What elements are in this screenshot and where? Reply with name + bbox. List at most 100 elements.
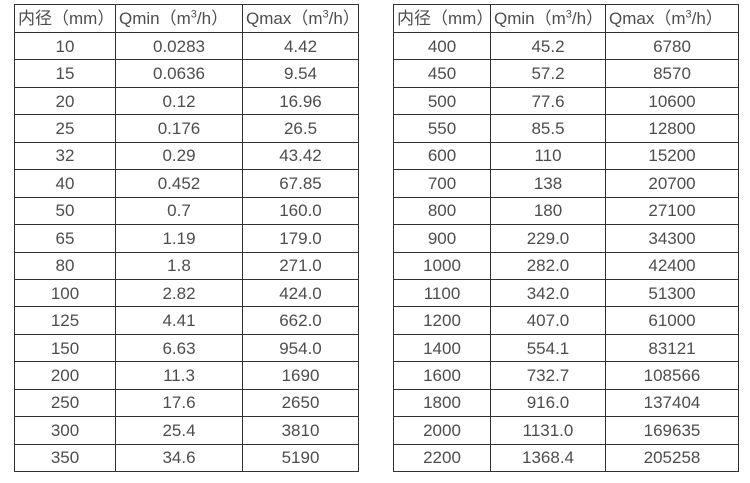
table-cell: 2000 [393, 416, 491, 445]
table-cell: 80 [14, 251, 116, 280]
table-row: 40 0.452 67.85 [14, 169, 359, 198]
qmin-label-pre: Qmin（m [494, 9, 566, 28]
table-cell: 2200 [393, 443, 491, 473]
table-cell: 1400 [393, 333, 491, 363]
table-cell: 137404 [605, 388, 739, 418]
table-cell: 20 [14, 86, 116, 116]
table-cell: 77.6 [490, 86, 606, 116]
table-row: 300 25.4 3810 [14, 416, 359, 445]
qmax-label-post: /h） [328, 9, 359, 28]
table-cell: 9.54 [242, 59, 359, 88]
table-row: 1800 916.0 137404 [393, 388, 739, 418]
table-cell: 954.0 [242, 333, 359, 363]
table-cell: 5190 [242, 443, 359, 473]
table-cell: 15 [14, 59, 116, 88]
qmax-superscript: 3 [322, 8, 329, 21]
table-cell: 2650 [242, 388, 359, 418]
table-row: 350 34.6 5190 [14, 443, 359, 473]
table-cell: 4.42 [242, 31, 359, 61]
qmax-label-pre: Qmax（m [609, 9, 686, 28]
table-cell: 400 [393, 31, 491, 61]
table-cell: 1800 [393, 388, 491, 418]
table-cell: 1600 [393, 361, 491, 390]
table-cell: 916.0 [490, 388, 606, 418]
table-row: 700 138 20700 [393, 169, 739, 198]
table-cell: 65 [14, 224, 116, 253]
table-cell: 57.2 [490, 59, 606, 88]
table-row: 50 0.7 160.0 [14, 196, 359, 226]
table-cell: 83121 [605, 333, 739, 363]
table-row: 600 110 15200 [393, 141, 739, 171]
table-row: 400 45.2 6780 [393, 31, 739, 61]
table-cell: 1200 [393, 306, 491, 335]
table-cell: 51300 [605, 278, 739, 308]
table-cell: 25 [14, 114, 116, 143]
table-cell: 180 [490, 196, 606, 226]
table-row: 1600 732.7 108566 [393, 361, 739, 390]
table-cell: 61000 [605, 306, 739, 335]
table-row: 1400 554.1 83121 [393, 333, 739, 363]
table-cell: 26.5 [242, 114, 359, 143]
table-row: 150 6.63 954.0 [14, 333, 359, 363]
table-row: 1100 342.0 51300 [393, 278, 739, 308]
table-row: 250 17.6 2650 [14, 388, 359, 418]
header-row: 内径（mm） Qmin（m3/h） Qmax（m3/h） [14, 4, 359, 33]
table-cell: 169635 [605, 416, 739, 445]
table-cell: 32 [14, 141, 116, 171]
table-cell: 15200 [605, 141, 739, 171]
table-cell: 108566 [605, 361, 739, 390]
col-header-qmax: Qmax（m3/h） [605, 4, 739, 33]
table-cell: 1.8 [115, 251, 243, 280]
table-cell: 900 [393, 224, 491, 253]
table-cell: 0.29 [115, 141, 243, 171]
table-cell: 85.5 [490, 114, 606, 143]
table-cell: 662.0 [242, 306, 359, 335]
table-cell: 732.7 [490, 361, 606, 390]
table-cell: 6780 [605, 31, 739, 61]
table-cell: 0.12 [115, 86, 243, 116]
table-row: 15 0.0636 9.54 [14, 59, 359, 88]
col-header-qmin: Qmin（m3/h） [490, 4, 606, 33]
table-cell: 500 [393, 86, 491, 116]
table-row: 10 0.0283 4.42 [14, 31, 359, 61]
table-row: 500 77.6 10600 [393, 86, 739, 116]
col-header-qmax: Qmax（m3/h） [242, 4, 359, 33]
table-cell: 700 [393, 169, 491, 198]
table-cell: 8570 [605, 59, 739, 88]
table-cell: 138 [490, 169, 606, 198]
table-cell: 27100 [605, 196, 739, 226]
table-row: 1200 407.0 61000 [393, 306, 739, 335]
table-cell: 407.0 [490, 306, 606, 335]
table-cell: 800 [393, 196, 491, 226]
table-cell: 342.0 [490, 278, 606, 308]
table-cell: 17.6 [115, 388, 243, 418]
table-cell: 34300 [605, 224, 739, 253]
table-cell: 1000 [393, 251, 491, 280]
table-body: 400 45.2 6780 450 57.2 8570 500 77.6 10600 550 85.… [393, 31, 739, 473]
qmax-label-pre: Qmax（m [246, 9, 323, 28]
table-cell: 25.4 [115, 416, 243, 445]
table-cell: 271.0 [242, 251, 359, 280]
table-cell: 10 [14, 31, 116, 61]
table-row: 80 1.8 271.0 [14, 251, 359, 280]
table-cell: 350 [14, 443, 116, 473]
table-cell: 11.3 [115, 361, 243, 390]
table-row: 20 0.12 16.96 [14, 86, 359, 116]
table-cell: 200 [14, 361, 116, 390]
flow-spec-tables: 内径（mm） Qmin（m3/h） Qmax（m3/h） 10 0.0283 4.4… [14, 4, 739, 473]
table-cell: 40 [14, 169, 116, 198]
table-row: 800 180 27100 [393, 196, 739, 226]
table-cell: 1.19 [115, 224, 243, 253]
table-cell: 110 [490, 141, 606, 171]
table-cell: 4.41 [115, 306, 243, 335]
qmin-label-post: /h） [196, 9, 229, 28]
table-cell: 450 [393, 59, 491, 88]
table-cell: 43.42 [242, 141, 359, 171]
table-row: 2000 1131.0 169635 [393, 416, 739, 445]
table-cell: 160.0 [242, 196, 359, 226]
table-cell: 0.0283 [115, 31, 243, 61]
flow-spec-table-small-diameters: 内径（mm） Qmin（m3/h） Qmax（m3/h） 10 0.0283 4.4… [14, 4, 359, 473]
table-cell: 10600 [605, 86, 739, 116]
table-row: 32 0.29 43.42 [14, 141, 359, 171]
table-cell: 1131.0 [490, 416, 606, 445]
